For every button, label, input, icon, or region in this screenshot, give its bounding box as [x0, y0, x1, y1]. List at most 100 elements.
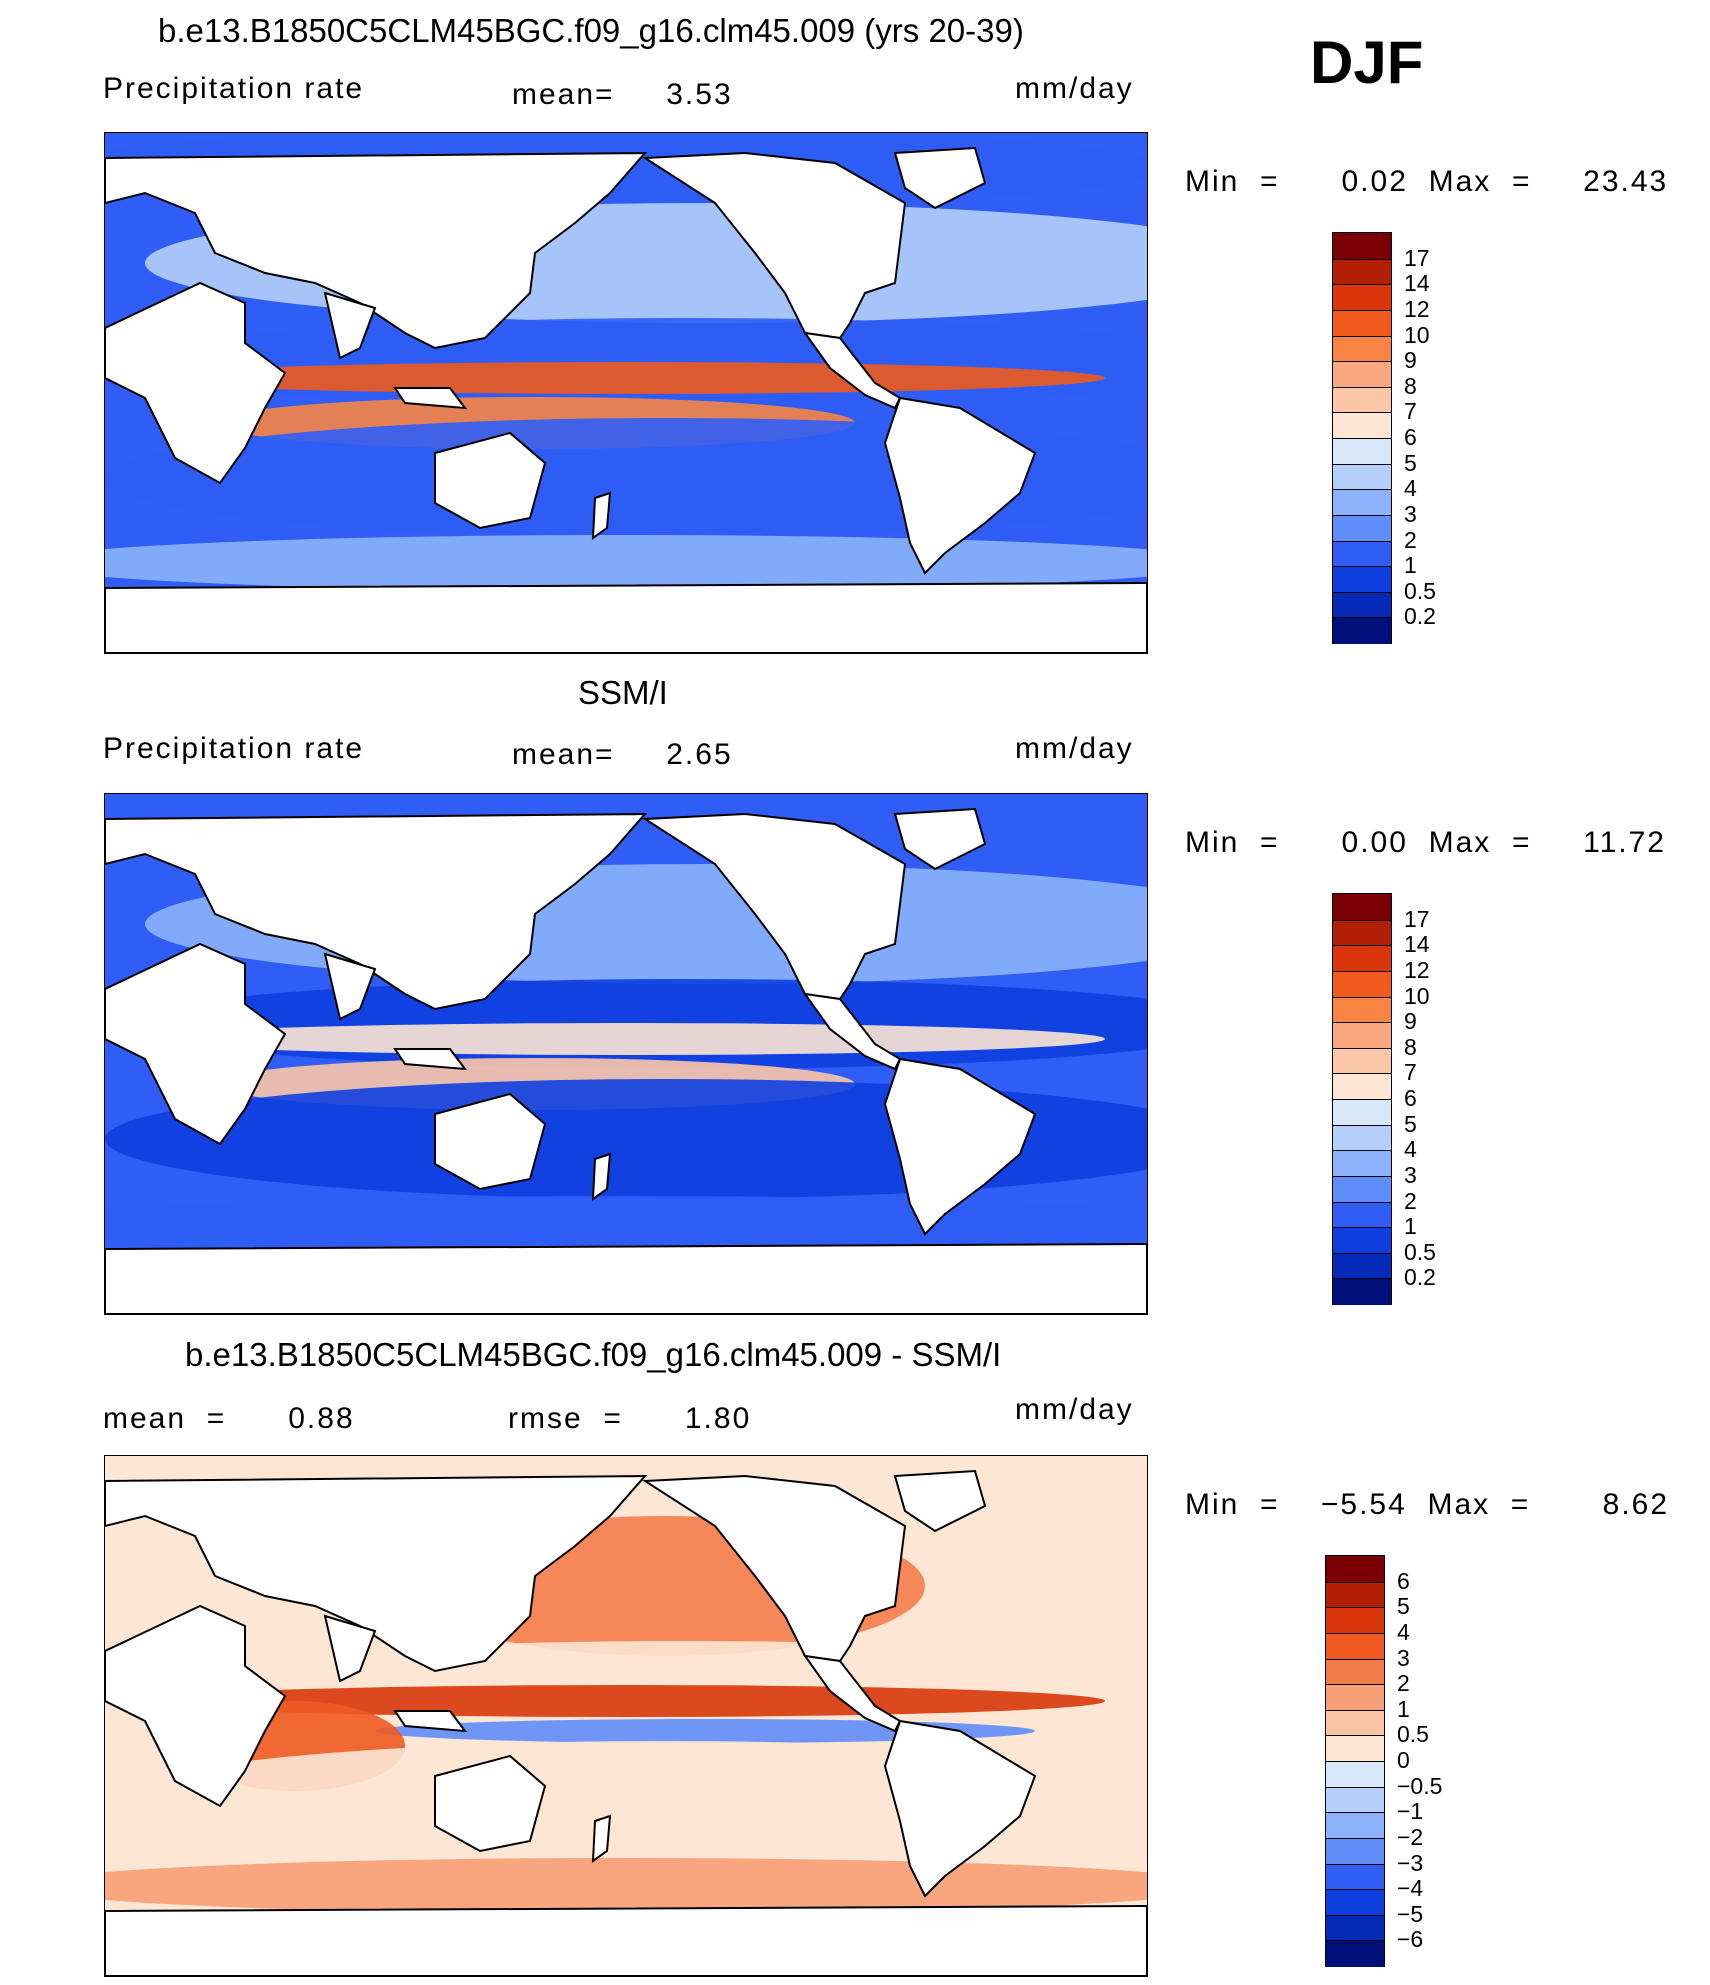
land-greenland	[893, 1469, 987, 1533]
land-africa	[105, 942, 287, 1146]
colorbar-swatch	[1333, 463, 1391, 491]
land-eurasia	[105, 151, 648, 350]
colorbar-swatch	[1333, 919, 1391, 947]
colorbar	[1332, 232, 1392, 644]
colorbar-tick-label: 3	[1397, 1644, 1410, 1671]
colorbar-swatch	[1333, 335, 1391, 363]
colorbar-swatch	[1333, 1175, 1391, 1203]
land-eurasia	[105, 1474, 648, 1673]
land-indonesia	[393, 387, 468, 410]
colorbar-swatch	[1333, 233, 1391, 259]
colorbar-tick-label: 1	[1404, 1213, 1417, 1240]
units-label: mm/day	[1015, 72, 1134, 105]
colorbar-tick-label: 12	[1404, 295, 1430, 322]
land-antarctica	[105, 1904, 1147, 1976]
land-india	[323, 1614, 377, 1683]
colorbar-tick-label: 14	[1404, 931, 1430, 958]
colorbar-swatch	[1326, 1889, 1384, 1916]
panel-title: SSM/I	[578, 674, 668, 711]
units-label: mm/day	[1015, 1393, 1134, 1426]
colorbar-swatch	[1326, 1812, 1384, 1839]
colorbar-swatch	[1333, 1227, 1391, 1254]
colorbar-tick-label: 4	[1404, 1136, 1417, 1163]
colorbar-tick-label: 14	[1404, 270, 1430, 297]
colorbar-tick-label: 5	[1404, 1110, 1417, 1137]
colorbar-swatch	[1333, 996, 1391, 1024]
season-label: DJF	[1310, 29, 1424, 96]
land-australia	[434, 1092, 547, 1191]
colorbar-tick-label: 5	[1404, 449, 1417, 476]
colorbar-tick-label: −6	[1397, 1926, 1424, 1953]
colorbar-swatch	[1333, 386, 1391, 414]
land-north-america	[641, 812, 907, 1001]
colorbar-tick-label: 10	[1404, 321, 1430, 348]
mean-text: mean= 2.65	[512, 738, 733, 771]
land-africa	[105, 1604, 287, 1808]
land-greenland	[893, 807, 987, 871]
land-australia	[434, 1754, 547, 1853]
colorbar-tick-label: −3	[1397, 1849, 1424, 1876]
colorbar-swatch	[1333, 489, 1391, 516]
land-new-zealand	[591, 491, 612, 541]
map-obs	[104, 793, 1148, 1315]
land-indonesia	[393, 1710, 468, 1733]
field-label: Precipitation rate	[103, 72, 365, 105]
colorbar-tick-label: 2	[1404, 1187, 1417, 1214]
map-diff	[104, 1455, 1148, 1977]
min-max-text: Min = 0.02 Max = 23.43	[1185, 165, 1669, 198]
colorbar-tick-label: 1	[1397, 1695, 1410, 1722]
colorbar-tick-label: 10	[1404, 982, 1430, 1009]
colorbar-swatch	[1333, 566, 1391, 593]
colorbar-tick-label: 0.2	[1404, 1264, 1436, 1291]
land-india	[323, 952, 377, 1021]
colorbar-tick-label: −2	[1397, 1823, 1424, 1850]
colorbar-tick-label: 6	[1404, 1085, 1417, 1111]
colorbar-tick-label: 0.5	[1404, 1238, 1436, 1265]
colorbar-swatch	[1326, 1632, 1384, 1660]
colorbar-swatch	[1333, 438, 1391, 465]
colorbar-swatch	[1333, 1201, 1391, 1229]
colorbar-tick-label: −1	[1397, 1798, 1424, 1825]
panel-title: b.e13.B1850C5CLM45BGC.f09_g16.clm45.009 …	[158, 12, 1024, 49]
land-africa	[105, 281, 287, 485]
colorbar-swatch	[1333, 970, 1391, 998]
colorbar-tick-label: 7	[1404, 1059, 1417, 1086]
mean-text: mean = 0.88	[103, 1402, 355, 1435]
land-north-america	[641, 151, 907, 340]
colorbar	[1325, 1555, 1385, 1967]
colorbar-swatch	[1333, 412, 1391, 439]
colorbar-swatch	[1326, 1761, 1384, 1788]
colorbar-swatch	[1333, 1099, 1391, 1126]
field-label: Precipitation rate	[103, 732, 365, 765]
colorbar-swatch	[1333, 617, 1391, 644]
colorbar-tick-label: 0.2	[1404, 603, 1436, 630]
colorbar-tick-label: 8	[1404, 372, 1417, 399]
colorbar-tick-label: 2	[1397, 1670, 1410, 1697]
colorbar-tick-label: 3	[1404, 1161, 1417, 1188]
colorbar-swatch	[1333, 1252, 1391, 1280]
colorbar-tick-label: −4	[1397, 1875, 1424, 1902]
colorbar-swatch	[1326, 1837, 1384, 1865]
land-new-zealand	[591, 1152, 612, 1202]
colorbar-tick-label: 5	[1397, 1593, 1410, 1620]
colorbar-tick-label: −5	[1397, 1900, 1424, 1927]
colorbar-tick-label: 3	[1404, 500, 1417, 527]
colorbar-tick-label: 2	[1404, 526, 1417, 553]
land-new-zealand	[591, 1814, 612, 1864]
colorbar-tick-label: −0.5	[1397, 1772, 1443, 1799]
colorbar-swatch	[1333, 894, 1391, 920]
precip-band-southern-ocean	[105, 1196, 1147, 1252]
colorbar-swatch	[1333, 309, 1391, 337]
land-south-america	[883, 1719, 1037, 1898]
colorbar	[1332, 893, 1392, 1305]
colorbar-swatch	[1333, 1022, 1391, 1049]
colorbar-swatch	[1326, 1607, 1384, 1634]
land-south-america	[883, 396, 1037, 575]
land-north-america	[641, 1474, 907, 1663]
land-india	[323, 291, 377, 360]
colorbar-swatch	[1326, 1581, 1384, 1609]
land-australia	[434, 431, 547, 530]
colorbar-swatch	[1326, 1786, 1384, 1814]
units-label: mm/day	[1015, 732, 1134, 765]
colorbar-swatch	[1326, 1863, 1384, 1891]
